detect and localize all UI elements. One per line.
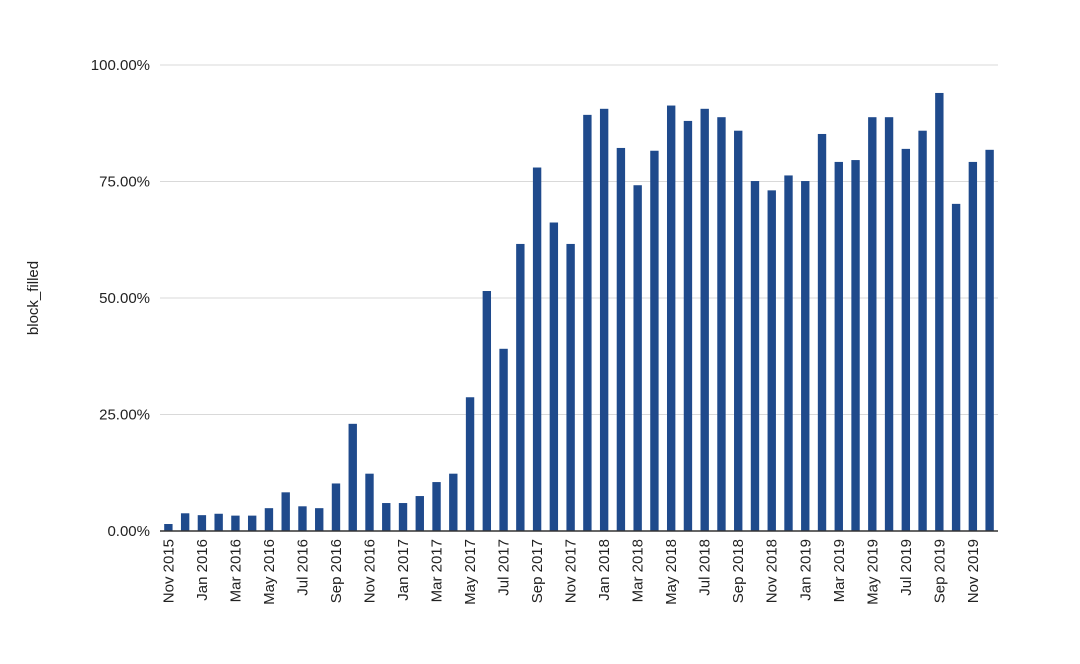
x-tick-label: May 2017: [462, 539, 479, 605]
bar: [164, 524, 173, 531]
bar: [633, 185, 642, 531]
bar: [717, 117, 726, 531]
bar: [465, 397, 475, 531]
bar: [985, 149, 994, 531]
x-tick-label: Mar 2017: [429, 539, 446, 602]
x-tick-label: Nov 2017: [563, 539, 580, 603]
bar: [817, 133, 827, 531]
bar: [415, 496, 424, 531]
bar: [382, 503, 391, 531]
bar: [231, 515, 240, 531]
bar: [851, 160, 860, 531]
bar: [666, 105, 676, 532]
bar: [214, 513, 223, 531]
bar: [884, 117, 894, 531]
bar: [834, 161, 843, 532]
x-tick-label: Jul 2017: [496, 539, 513, 596]
bar: [683, 120, 693, 532]
x-tick-label: Sep 2016: [328, 539, 345, 603]
x-tick-label: Mar 2019: [831, 539, 848, 602]
bar: [868, 117, 877, 531]
y-tick-label: 100.00%: [91, 57, 150, 74]
bar: [801, 181, 810, 531]
bar: [566, 243, 575, 531]
x-axis-ticks: Nov 2015 Jan 2016 Mar 2016 May 2016 Jul 2016…: [160, 539, 981, 605]
x-tick-label: Nov 2015: [160, 539, 177, 603]
y-axis-title: block_filled: [25, 261, 42, 335]
bar: [784, 175, 793, 531]
bar: [499, 348, 508, 531]
x-tick-label: Nov 2016: [362, 539, 379, 603]
bar: [315, 508, 324, 531]
x-tick-label: Jul 2018: [697, 539, 714, 596]
bar: [432, 482, 441, 531]
x-tick-label: Mar 2018: [630, 539, 647, 602]
y-tick-label: 50.00%: [99, 290, 150, 307]
bar: [918, 130, 927, 531]
x-tick-label: May 2018: [663, 539, 680, 605]
bar: [365, 473, 374, 531]
bar: [599, 108, 609, 531]
bar: [449, 473, 458, 531]
y-tick-label: 75.00%: [99, 174, 150, 191]
bar: [532, 167, 542, 531]
y-axis-ticks: 0.00% 25.00% 50.00% 75.00% 100.00%: [91, 57, 150, 540]
bar: [750, 181, 760, 531]
x-tick-label: Jan 2019: [797, 539, 814, 601]
bar: [734, 130, 743, 531]
x-tick-label: Jan 2018: [596, 539, 613, 601]
y-tick-label: 25.00%: [99, 407, 150, 424]
bar: [482, 291, 492, 531]
x-tick-label: Jul 2016: [294, 539, 311, 596]
x-tick-label: Nov 2019: [965, 539, 982, 603]
bars: [164, 92, 994, 532]
bar: [616, 147, 626, 531]
x-tick-label: May 2016: [261, 539, 278, 605]
bar: [348, 423, 357, 531]
bar: [700, 108, 709, 531]
bar: [583, 114, 592, 531]
bar: [935, 92, 944, 532]
bar: [247, 515, 257, 531]
x-tick-label: Jan 2016: [194, 539, 211, 601]
x-tick-label: Sep 2019: [931, 539, 948, 603]
x-tick-label: Sep 2017: [529, 539, 546, 603]
x-tick-label: May 2019: [864, 539, 881, 605]
bar: [398, 503, 408, 531]
bar: [901, 148, 911, 531]
bar: [549, 222, 559, 531]
bar: [650, 150, 659, 531]
bar: [331, 483, 341, 531]
bar: [951, 203, 961, 532]
bar: [516, 243, 525, 531]
bar: [281, 492, 290, 531]
bar: [197, 515, 207, 531]
y-tick-label: 0.00%: [107, 523, 150, 540]
bar: [298, 506, 307, 531]
x-tick-label: Nov 2018: [764, 539, 781, 603]
x-tick-label: Sep 2018: [730, 539, 747, 603]
bar: [767, 190, 776, 531]
bar: [264, 508, 274, 531]
x-tick-label: Jan 2017: [395, 539, 412, 601]
x-tick-label: Mar 2016: [227, 539, 244, 602]
bar: [968, 161, 978, 532]
bar: [180, 513, 190, 531]
x-tick-label: Jul 2019: [898, 539, 915, 596]
